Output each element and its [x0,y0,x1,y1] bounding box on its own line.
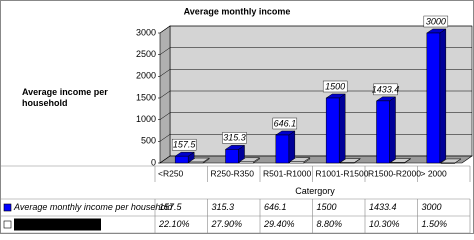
bar [339,158,361,164]
bar [440,158,462,164]
x-tick-label: R1001-R1500 [316,168,369,178]
y-tick-label: 3000 [136,27,156,37]
bar-side [288,130,296,164]
legend-swatch [3,220,12,229]
y-axis-label: Average income per household [22,87,108,108]
y-tick-label: 0 [151,157,156,167]
value-label-box [373,83,398,96]
grid-line [159,134,171,142]
bar [224,144,246,164]
bar-front [440,162,456,164]
value-label-box [171,138,197,151]
table-cell: 29.40% [263,219,295,229]
bar [174,151,195,164]
bar-front [174,155,189,164]
x-tick-label: R501-R1000 [263,168,311,178]
value-label-box [272,117,298,130]
value-label: 1500 [325,81,345,91]
bar-front [188,161,204,164]
value-label: 646.1 [274,118,297,128]
y-tick-label: 1500 [136,92,156,102]
x-tick-label: R250-R350 [211,168,255,178]
chart: Average monthly income 0 500 1000 1500 2000 2… [0,0,474,234]
table-cell: 10.30% [369,219,400,229]
grid-line [159,112,171,120]
grid-line [159,69,171,77]
bar-front [339,162,355,164]
bar [325,93,346,164]
legend-label: Average monthly income per household [13,202,173,212]
value-label: 315.3 [223,133,246,143]
bar [426,28,447,164]
value-label: 3000 [426,16,446,26]
table-cell: 1433.4 [369,202,397,212]
value-label-box [423,15,449,28]
chart-title: Average monthly income [184,6,291,16]
bar-front [390,162,405,164]
x-axis-label: Catergory [295,186,335,196]
bar [188,157,210,164]
bar-front [289,161,305,164]
bar-front [376,100,390,164]
grid-line [159,155,171,164]
page: Average monthly income 0 500 1000 1500 2000 2… [0,0,474,234]
table-cell: 157.5 [159,202,183,212]
table-cell: 1500 [317,202,337,212]
y-tick-label: 2000 [136,71,156,81]
bar-front [275,134,290,164]
grid-line [159,90,171,99]
bar-front [225,149,239,164]
x-tick-label: <R250 [158,168,184,178]
x-tick-label: > 2000 [421,168,448,178]
y-tick-label: 500 [141,136,156,146]
legend-swatch [3,203,12,212]
grid-line [159,25,171,34]
value-label: 1433.4 [372,84,400,94]
bar-side [389,96,396,164]
table-cell: 3000 [422,202,442,212]
table-cell: 646.1 [264,202,287,212]
bar-side [439,28,447,164]
x-tick-label: R1500-R2000 [368,168,421,178]
table-cell: 315.3 [212,202,235,212]
value-label-box [222,132,247,144]
value-label: 157.5 [173,140,197,150]
table-cell: 22.10% [158,219,190,229]
y-tick-label: 1000 [136,114,156,124]
bar-front [426,32,441,164]
table-cell: 27.90% [211,219,243,229]
grid-line [159,47,171,55]
bar-front [239,161,254,164]
bar-front [325,97,340,164]
table-cell: 1.50% [422,219,448,229]
bar [389,158,412,164]
bar [289,157,311,164]
y-tick-label: 2500 [136,49,156,59]
bar-side [338,93,346,164]
redaction [14,218,101,231]
value-label-box [322,80,348,93]
bar [238,157,261,164]
bar [375,96,397,164]
bar [275,130,296,164]
table-cell: 8.80% [317,219,343,229]
